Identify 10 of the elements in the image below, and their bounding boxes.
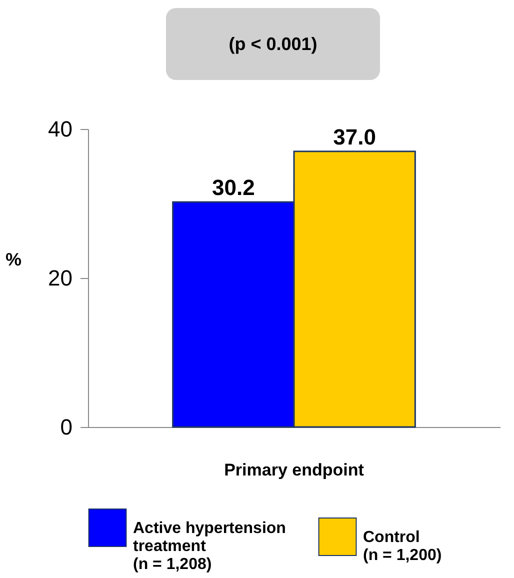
y-tick-label: 20 (48, 266, 72, 290)
x-tick-label: Primary endpoint (224, 460, 364, 480)
data-label: 30.2 (212, 175, 255, 200)
data-label: 37.0 (333, 124, 376, 150)
legend-label: Control (n = 1,200) (363, 528, 442, 564)
y-axis-title: % (5, 250, 22, 270)
y-tick-label: 0 (60, 414, 72, 440)
y-tick-label: 40 (48, 116, 72, 142)
legend-label: Active hypertension treatment (n = 1,208) (133, 520, 286, 573)
text: (p < 0.001) (166, 8, 380, 80)
